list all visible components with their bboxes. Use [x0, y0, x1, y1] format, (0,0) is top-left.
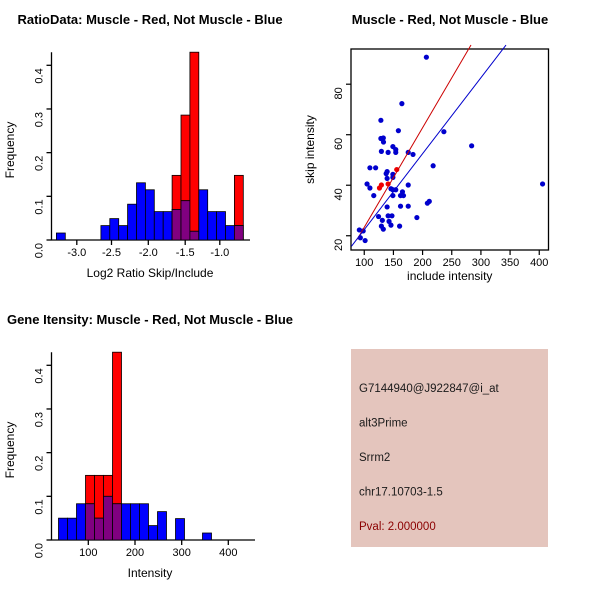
svg-text:0.3: 0.3 — [34, 412, 46, 427]
svg-text:60: 60 — [333, 138, 345, 150]
svg-text:0.0: 0.0 — [34, 543, 46, 558]
svg-text:100: 100 — [355, 257, 373, 269]
svg-text:0.1: 0.1 — [34, 499, 46, 514]
svg-text:Intensity: Intensity — [128, 566, 173, 580]
svg-text:0.4: 0.4 — [34, 68, 46, 83]
svg-text:150: 150 — [384, 257, 402, 269]
svg-text:-2.0: -2.0 — [139, 247, 158, 259]
svg-text:Pval: 2.000000: Pval: 2.000000 — [359, 521, 436, 533]
svg-text:skip intensity: skip intensity — [303, 115, 317, 184]
svg-text:400: 400 — [219, 547, 237, 559]
svg-text:G7144940@J922847@i_at: G7144940@J922847@i_at — [359, 383, 500, 395]
svg-text:Log2 Ratio Skip/Include: Log2 Ratio Skip/Include — [87, 266, 214, 280]
svg-text:80: 80 — [333, 87, 345, 99]
svg-text:chr17.10703-1.5: chr17.10703-1.5 — [359, 487, 443, 499]
svg-text:-2.5: -2.5 — [102, 247, 121, 259]
svg-text:alt3Prime: alt3Prime — [359, 418, 408, 430]
svg-text:0.4: 0.4 — [34, 368, 46, 383]
svg-text:250: 250 — [443, 257, 461, 269]
svg-text:100: 100 — [79, 547, 97, 559]
svg-text:include intensity: include intensity — [407, 269, 492, 283]
svg-text:40: 40 — [333, 188, 345, 200]
svg-text:400: 400 — [530, 257, 548, 269]
svg-text:300: 300 — [173, 547, 191, 559]
svg-text:-1.5: -1.5 — [176, 247, 195, 259]
svg-text:Srrm2: Srrm2 — [359, 452, 390, 464]
svg-text:0.0: 0.0 — [34, 243, 46, 258]
svg-text:0.3: 0.3 — [34, 112, 46, 127]
svg-text:0.2: 0.2 — [34, 456, 46, 471]
svg-text:20: 20 — [333, 239, 345, 251]
svg-text:300: 300 — [472, 257, 490, 269]
svg-text:-3.0: -3.0 — [67, 247, 86, 259]
svg-text:-1.0: -1.0 — [210, 247, 229, 259]
svg-text:200: 200 — [126, 547, 144, 559]
svg-text:0.2: 0.2 — [34, 156, 46, 171]
svg-text:Frequency: Frequency — [3, 122, 17, 179]
svg-text:350: 350 — [501, 257, 519, 269]
svg-text:0.1: 0.1 — [34, 199, 46, 214]
svg-text:Frequency: Frequency — [3, 422, 17, 479]
svg-text:200: 200 — [413, 257, 431, 269]
